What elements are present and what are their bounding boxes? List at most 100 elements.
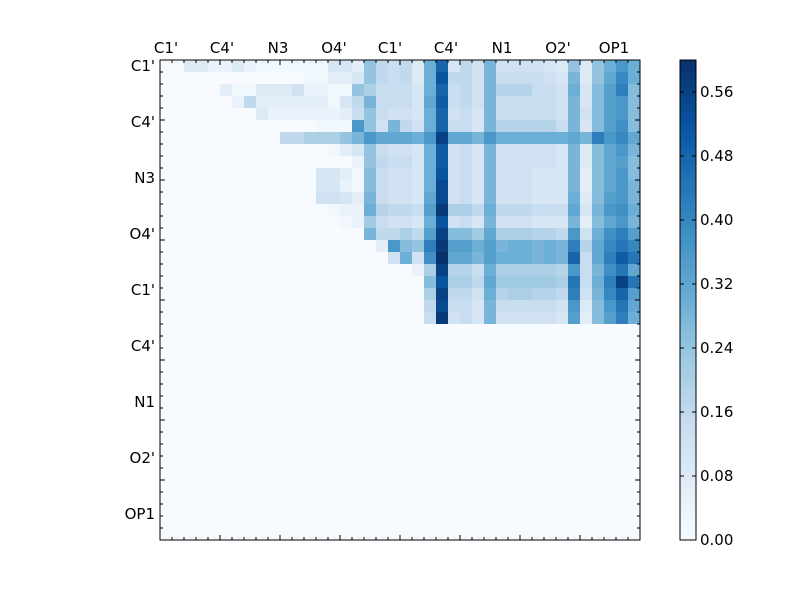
heatmap-cell: [184, 156, 197, 169]
heatmap-cell: [304, 480, 317, 493]
heatmap-cell: [508, 144, 521, 157]
heatmap-cell: [424, 192, 437, 205]
heatmap-cell: [604, 420, 617, 433]
heatmap-cell: [160, 360, 173, 373]
heatmap-cell: [592, 84, 605, 97]
heatmap-cell: [580, 228, 593, 241]
heatmap-cell: [172, 168, 185, 181]
heatmap-cell: [544, 336, 557, 349]
heatmap-cell: [628, 480, 641, 493]
heatmap-cell: [280, 324, 293, 337]
heatmap-cell: [316, 504, 329, 517]
heatmap-cell: [352, 444, 365, 457]
heatmap-cell: [208, 168, 221, 181]
heatmap-cell: [220, 84, 233, 97]
heatmap-cell: [400, 384, 413, 397]
heatmap-cell: [280, 156, 293, 169]
heatmap-cell: [484, 312, 497, 325]
heatmap-cell: [364, 228, 377, 241]
heatmap-cell: [340, 156, 353, 169]
heatmap-cell: [184, 276, 197, 289]
heatmap-cell: [412, 360, 425, 373]
heatmap-cell: [484, 204, 497, 217]
heatmap-cell: [556, 240, 569, 253]
heatmap-cell: [508, 288, 521, 301]
heatmap-cell: [208, 300, 221, 313]
heatmap-cell: [568, 252, 581, 265]
heatmap-cell: [556, 216, 569, 229]
heatmap-cell: [556, 336, 569, 349]
heatmap-cell: [400, 216, 413, 229]
heatmap-cell: [412, 336, 425, 349]
heatmap-cell: [328, 264, 341, 277]
heatmap-cell: [376, 432, 389, 445]
heatmap-cell: [448, 60, 461, 73]
heatmap-cell: [232, 360, 245, 373]
heatmap-cell: [508, 444, 521, 457]
heatmap-cell: [604, 276, 617, 289]
heatmap-cell: [460, 336, 473, 349]
heatmap-cell: [196, 384, 209, 397]
heatmap-cell: [340, 360, 353, 373]
heatmap-cell: [460, 276, 473, 289]
heatmap-cell: [460, 468, 473, 481]
heatmap-cell: [580, 168, 593, 181]
heatmap-cell: [532, 324, 545, 337]
heatmap-cell: [364, 360, 377, 373]
heatmap-cell: [244, 168, 257, 181]
heatmap-cell: [172, 372, 185, 385]
heatmap-cell: [496, 108, 509, 121]
heatmap-cell: [412, 480, 425, 493]
heatmap-cell: [388, 516, 401, 529]
heatmap-cell: [508, 276, 521, 289]
heatmap-cell: [592, 432, 605, 445]
heatmap-cell: [280, 396, 293, 409]
heatmap-cell: [304, 456, 317, 469]
heatmap-cell: [472, 240, 485, 253]
heatmap-cell: [544, 300, 557, 313]
heatmap-cell: [280, 168, 293, 181]
heatmap-cell: [388, 456, 401, 469]
heatmap-cell: [172, 60, 185, 73]
heatmap-cell: [340, 144, 353, 157]
heatmap-cell: [616, 492, 629, 505]
heatmap-cell: [160, 144, 173, 157]
heatmap-cell: [460, 432, 473, 445]
heatmap-cell: [460, 120, 473, 133]
heatmap-cell: [616, 516, 629, 529]
heatmap-cell: [520, 240, 533, 253]
heatmap-cell: [520, 96, 533, 109]
heatmap-cell: [508, 492, 521, 505]
heatmap-cell: [592, 180, 605, 193]
heatmap-cell: [520, 300, 533, 313]
heatmap-cell: [400, 144, 413, 157]
heatmap-cell: [616, 252, 629, 265]
heatmap-cell: [448, 396, 461, 409]
heatmap-cell: [280, 276, 293, 289]
heatmap-cell: [376, 144, 389, 157]
heatmap-cell: [448, 408, 461, 421]
heatmap-cell: [424, 348, 437, 361]
heatmap-cell: [520, 192, 533, 205]
heatmap-cell: [484, 120, 497, 133]
heatmap-cell: [496, 192, 509, 205]
heatmap-cell: [196, 312, 209, 325]
heatmap-cell: [232, 192, 245, 205]
heatmap-cell: [544, 60, 557, 73]
heatmap-cell: [244, 132, 257, 145]
heatmap-cell: [508, 168, 521, 181]
heatmap-cell: [496, 360, 509, 373]
heatmap-cell: [580, 180, 593, 193]
heatmap-cell: [580, 396, 593, 409]
heatmap-cell: [532, 216, 545, 229]
heatmap-cell: [388, 444, 401, 457]
heatmap-cell: [520, 264, 533, 277]
heatmap-cell: [364, 168, 377, 181]
heatmap-cell: [160, 276, 173, 289]
heatmap-cell: [556, 144, 569, 157]
heatmap-cell: [400, 168, 413, 181]
heatmap-cell: [160, 504, 173, 517]
heatmap-cell: [244, 324, 257, 337]
heatmap-cell: [172, 360, 185, 373]
heatmap-cell: [400, 444, 413, 457]
